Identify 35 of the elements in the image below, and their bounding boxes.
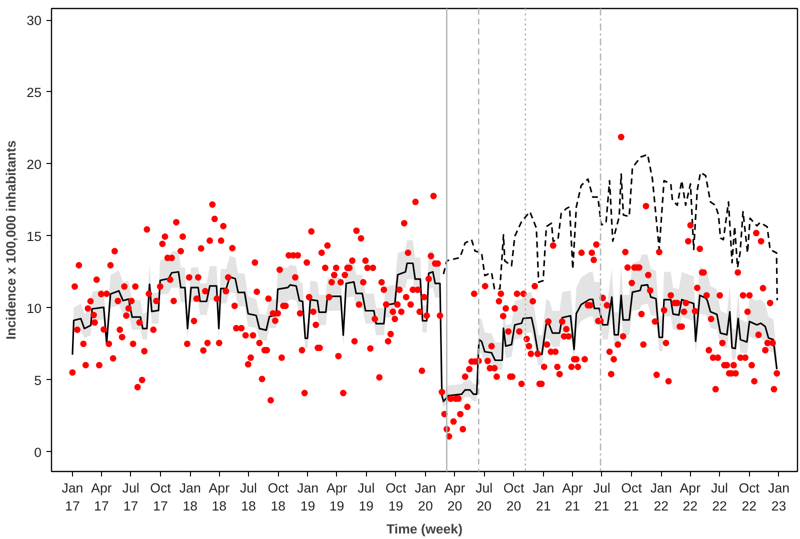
x-tick-label: Apr 20 bbox=[444, 480, 466, 514]
x-tick-label: Jan 21 bbox=[532, 480, 554, 514]
x-tick-label: Oct 17 bbox=[150, 480, 172, 514]
x-tick-label: Jul 22 bbox=[710, 480, 728, 514]
x-axis-title: Time (week) bbox=[386, 522, 463, 536]
x-tick-label: Oct 21 bbox=[621, 480, 642, 514]
x-tick-label: Oct 19 bbox=[385, 480, 406, 514]
x-tick-label: Jan 19 bbox=[297, 480, 319, 514]
x-tick-label: Apr 18 bbox=[208, 480, 230, 514]
x-tick-label: Oct 20 bbox=[503, 480, 524, 514]
x-tick-label: Jan 22 bbox=[650, 480, 672, 514]
y-axis-title: Incidence x 100,000 inhabitants bbox=[4, 140, 19, 340]
x-tick-label: Apr 22 bbox=[680, 480, 702, 514]
y-tick-label: 20 bbox=[26, 156, 42, 172]
x-tick-label: Apr 19 bbox=[326, 480, 348, 514]
y-tick-label: 15 bbox=[26, 228, 42, 244]
x-tick-label: Jan 18 bbox=[179, 480, 201, 514]
y-tick-label: 25 bbox=[26, 84, 42, 100]
x-tick-label: Jan 23 bbox=[768, 480, 790, 514]
x-tick-label: Oct 22 bbox=[738, 480, 760, 514]
x-tick-label: Jul 20 bbox=[476, 480, 493, 514]
x-tick-label: Apr 21 bbox=[562, 480, 584, 514]
x-tick-label: Oct 18 bbox=[268, 480, 289, 514]
x-tick-label: Jan 17 bbox=[62, 480, 84, 514]
x-tick-label: Apr 17 bbox=[91, 480, 112, 514]
y-tick-label: 10 bbox=[26, 300, 42, 316]
x-tick-label: Jul 17 bbox=[122, 480, 140, 514]
x-tick-label: Jul 19 bbox=[358, 480, 375, 514]
y-tick-label: 30 bbox=[26, 13, 42, 28]
x-tick-label: Jul 18 bbox=[240, 480, 258, 514]
y-tick-label: 0 bbox=[34, 444, 42, 460]
x-tick-label: Jan 20 bbox=[414, 480, 436, 514]
x-tick-label: Jul 21 bbox=[593, 480, 610, 514]
line-series bbox=[442, 154, 778, 302]
y-tick-label: 5 bbox=[34, 372, 42, 388]
